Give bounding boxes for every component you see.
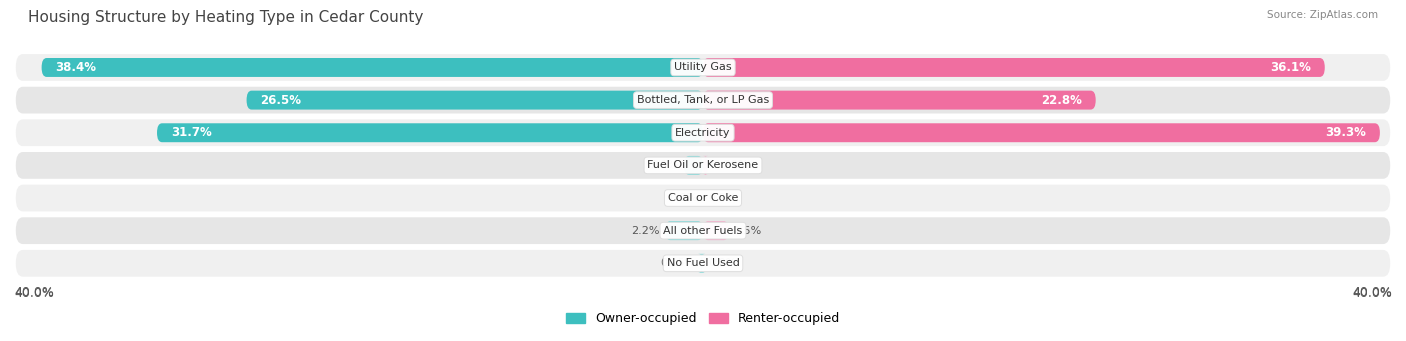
- Text: 0.0%: 0.0%: [669, 193, 697, 203]
- FancyBboxPatch shape: [15, 87, 1391, 114]
- Text: 31.7%: 31.7%: [170, 126, 211, 139]
- FancyBboxPatch shape: [15, 184, 1391, 211]
- Text: Source: ZipAtlas.com: Source: ZipAtlas.com: [1267, 10, 1378, 20]
- Text: 0.29%: 0.29%: [713, 160, 748, 170]
- Text: 1.1%: 1.1%: [651, 160, 679, 170]
- Text: All other Fuels: All other Fuels: [664, 226, 742, 236]
- Text: No Fuel Used: No Fuel Used: [666, 258, 740, 268]
- Text: Fuel Oil or Kerosene: Fuel Oil or Kerosene: [647, 160, 759, 170]
- Text: 22.8%: 22.8%: [1040, 94, 1083, 107]
- Text: 40.0%: 40.0%: [14, 286, 53, 299]
- Text: 36.1%: 36.1%: [1270, 61, 1310, 74]
- FancyBboxPatch shape: [15, 217, 1391, 244]
- FancyBboxPatch shape: [15, 250, 1391, 277]
- Text: 1.5%: 1.5%: [734, 226, 762, 236]
- FancyBboxPatch shape: [665, 221, 703, 240]
- Text: Coal or Coke: Coal or Coke: [668, 193, 738, 203]
- Text: 40.0%: 40.0%: [14, 287, 53, 300]
- FancyBboxPatch shape: [157, 123, 703, 142]
- FancyBboxPatch shape: [703, 123, 1379, 142]
- FancyBboxPatch shape: [15, 54, 1391, 81]
- Text: 40.0%: 40.0%: [1353, 287, 1392, 300]
- FancyBboxPatch shape: [703, 91, 1095, 109]
- FancyBboxPatch shape: [703, 58, 1324, 77]
- FancyBboxPatch shape: [42, 58, 703, 77]
- Text: 0.0%: 0.0%: [709, 258, 737, 268]
- FancyBboxPatch shape: [703, 221, 728, 240]
- Text: 26.5%: 26.5%: [260, 94, 301, 107]
- FancyBboxPatch shape: [15, 152, 1391, 179]
- FancyBboxPatch shape: [697, 254, 706, 273]
- Text: 40.0%: 40.0%: [1353, 286, 1392, 299]
- Text: Utility Gas: Utility Gas: [675, 62, 731, 73]
- FancyBboxPatch shape: [15, 119, 1391, 146]
- Legend: Owner-occupied, Renter-occupied: Owner-occupied, Renter-occupied: [561, 308, 845, 330]
- Text: 39.3%: 39.3%: [1326, 126, 1367, 139]
- Text: 0.0%: 0.0%: [709, 193, 737, 203]
- Text: Housing Structure by Heating Type in Cedar County: Housing Structure by Heating Type in Ced…: [28, 10, 423, 25]
- Text: 0.15%: 0.15%: [659, 258, 695, 268]
- Text: 2.2%: 2.2%: [631, 226, 659, 236]
- Text: 38.4%: 38.4%: [55, 61, 97, 74]
- FancyBboxPatch shape: [703, 156, 709, 175]
- Text: Electricity: Electricity: [675, 128, 731, 138]
- FancyBboxPatch shape: [685, 156, 703, 175]
- FancyBboxPatch shape: [246, 91, 703, 109]
- Text: Bottled, Tank, or LP Gas: Bottled, Tank, or LP Gas: [637, 95, 769, 105]
